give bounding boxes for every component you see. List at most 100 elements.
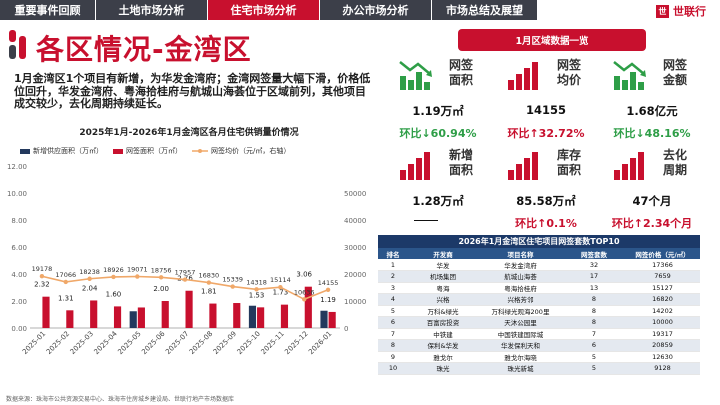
cell-project: 珠光新城 — [478, 362, 563, 375]
card-avg-price-label: 网签均价 — [556, 58, 581, 87]
avg-price-value-label: 14155 — [318, 279, 339, 287]
card-destocking-cycle-label: 去化周期 — [662, 148, 687, 177]
bar-chart-up-icon — [508, 152, 538, 180]
cell-project: 中国铁建国际城 — [478, 328, 563, 340]
signed-area-bar — [42, 296, 50, 328]
table-row: 9 雅戈尔 雅戈尔海晓 5 12630 — [378, 351, 700, 363]
avg-price-value-label: 15114 — [270, 276, 291, 284]
cell-developer: 兴格 — [408, 293, 478, 306]
card-signed-area-value: 1.19万㎡ — [412, 104, 464, 118]
y-right-tick-label: 20000 — [344, 271, 366, 279]
y-right-tick-label: 50000 — [344, 190, 366, 198]
signed-area-value-label: 2.32 — [34, 281, 50, 289]
cell-developer: 中铁建 — [408, 328, 478, 340]
cell-price: 19317 — [625, 328, 700, 340]
tab-office-market[interactable]: 办公市场分析 — [320, 0, 432, 20]
cell-units: 17 — [563, 270, 625, 283]
cell-project: 万科绿光观海200里 — [478, 305, 563, 317]
tab-land-market[interactable]: 土地市场分析 — [96, 0, 208, 20]
card-signed-amount: 网签金额 1.68亿元 环比↓48.16% — [598, 58, 706, 146]
x-tick-label: 2025-03 — [69, 330, 95, 356]
y-left-tick-label: 12.00 — [7, 163, 27, 171]
cell-project: 华发保利天和 — [478, 339, 563, 352]
cell-price: 16820 — [625, 293, 700, 306]
cell-units: 5 — [563, 351, 625, 363]
table-row: 1 华发 华发金湾府 32 17366 — [378, 259, 700, 271]
tab-summary-outlook[interactable]: 市场总结及展望 — [432, 0, 538, 20]
supply-bar — [320, 310, 328, 328]
signed-area-bar — [66, 310, 74, 328]
tab-events[interactable]: 重要事件回顾 — [0, 0, 96, 20]
col-units: 网签套数 — [563, 248, 625, 259]
cell-price: 17366 — [625, 259, 700, 271]
signed-area-bar — [257, 307, 265, 328]
avg-price-value-label: 18756 — [151, 266, 172, 274]
avg-price-point — [302, 297, 307, 302]
y-left-tick-label: 0.00 — [11, 325, 27, 333]
cell-project: 兴格芳邻 — [478, 293, 563, 306]
signed-area-value-label: 1.53 — [249, 291, 265, 299]
avg-price-point — [63, 279, 68, 285]
avg-price-point — [182, 277, 188, 282]
card-new-supply: 新增面积 1.28万㎡ — [384, 148, 492, 236]
logo-icon: 世 — [656, 4, 669, 18]
cell-rank: 1 — [378, 259, 408, 271]
signed-area-bar — [328, 311, 336, 328]
ranking-table-title: 2026年1月金湾区住宅项目网签套数TOP10 — [378, 235, 700, 248]
legend-supply-swatch — [20, 148, 30, 154]
table-row: 5 万科&绿光 万科绿光观海200里 8 14202 — [378, 305, 700, 317]
cell-project: 航城山海荟 — [478, 270, 563, 283]
signed-area-bar — [90, 300, 98, 328]
signed-area-bar — [137, 307, 145, 328]
card-new-supply-label: 新增面积 — [448, 148, 473, 177]
avg-price-point — [87, 276, 92, 281]
data-source: 数据来源：珠海市公共资源交易中心、珠海市住房城乡建设局、世联行地产市场数据库 — [6, 396, 235, 403]
cell-rank: 5 — [378, 305, 408, 317]
card-signed-area-change: 环比↓60.94% — [399, 127, 477, 140]
x-tick-label: 2025-07 — [164, 330, 190, 356]
signed-area-value-label: 1.81 — [201, 288, 217, 296]
bar-chart-up-icon — [614, 152, 644, 180]
title-decoration-icon — [9, 30, 31, 60]
x-tick-label: 2025-06 — [140, 329, 167, 356]
cell-units: 13 — [563, 282, 625, 294]
legend-avg-price-label: 网签均价（元/㎡，右轴） — [211, 147, 291, 155]
supply-demand-chart: 0.00 2.00 4.00 6.00 8.00 10.00 12.00 0 10000 2000… — [7, 163, 366, 356]
legend-avg-price-swatch — [192, 149, 208, 153]
card-signed-amount-value: 1.68亿元 — [626, 104, 678, 118]
x-tick-label: 2026-01 — [307, 330, 333, 356]
cell-project: 华发金湾府 — [478, 259, 563, 271]
card-inventory-value: 85.58万㎡ — [516, 194, 576, 208]
supply-bar — [248, 305, 257, 328]
avg-price-value-label: 16830 — [199, 272, 220, 280]
page-title: 各区情况-金湾区 — [36, 33, 252, 66]
col-price: 网签价格（元/㎡） — [625, 248, 700, 259]
tab-residential-market[interactable]: 住宅市场分析 — [208, 0, 320, 20]
avg-price-value-label: 19178 — [32, 265, 53, 273]
market-summary: 1月金湾区1个项目有新增，为华发金湾府；金湾网签量大幅下滑，价格低位回升，华发金… — [14, 72, 371, 110]
y-left-tick-label: 2.00 — [11, 298, 27, 306]
y-left-tick-label: 6.00 — [11, 244, 27, 252]
table-row: 3 粤海 粤海拾桂府 13 15127 — [378, 282, 700, 294]
card-signed-area-label: 网签面积 — [448, 58, 473, 87]
cell-developer: 珠光 — [408, 362, 478, 375]
cell-units: 8 — [563, 293, 625, 306]
signed-area-bar — [233, 303, 241, 328]
avg-price-value-label: 10636 — [294, 288, 315, 296]
cell-units: 6 — [563, 339, 625, 352]
card-avg-price-value: 14155 — [525, 103, 566, 117]
cell-price: 9128 — [625, 362, 700, 375]
avg-price-value-label: 18926 — [103, 266, 124, 274]
cell-developer: 保利&华发 — [408, 339, 478, 352]
cell-price: 7659 — [625, 270, 700, 283]
card-inventory-label: 库存面积 — [556, 148, 581, 177]
legend-avg-price: 网签均价（元/㎡，右轴） — [192, 146, 290, 156]
avg-price-value-label: 17066 — [55, 271, 76, 279]
avg-price-point — [254, 287, 259, 292]
card-signed-area: 网签面积 1.19万㎡ 环比↓60.94% — [384, 58, 492, 146]
signed-area-bar — [280, 304, 289, 328]
card-signed-amount-label: 网签金额 — [662, 58, 687, 87]
cell-units: 8 — [563, 305, 625, 317]
cell-rank: 7 — [378, 328, 408, 340]
